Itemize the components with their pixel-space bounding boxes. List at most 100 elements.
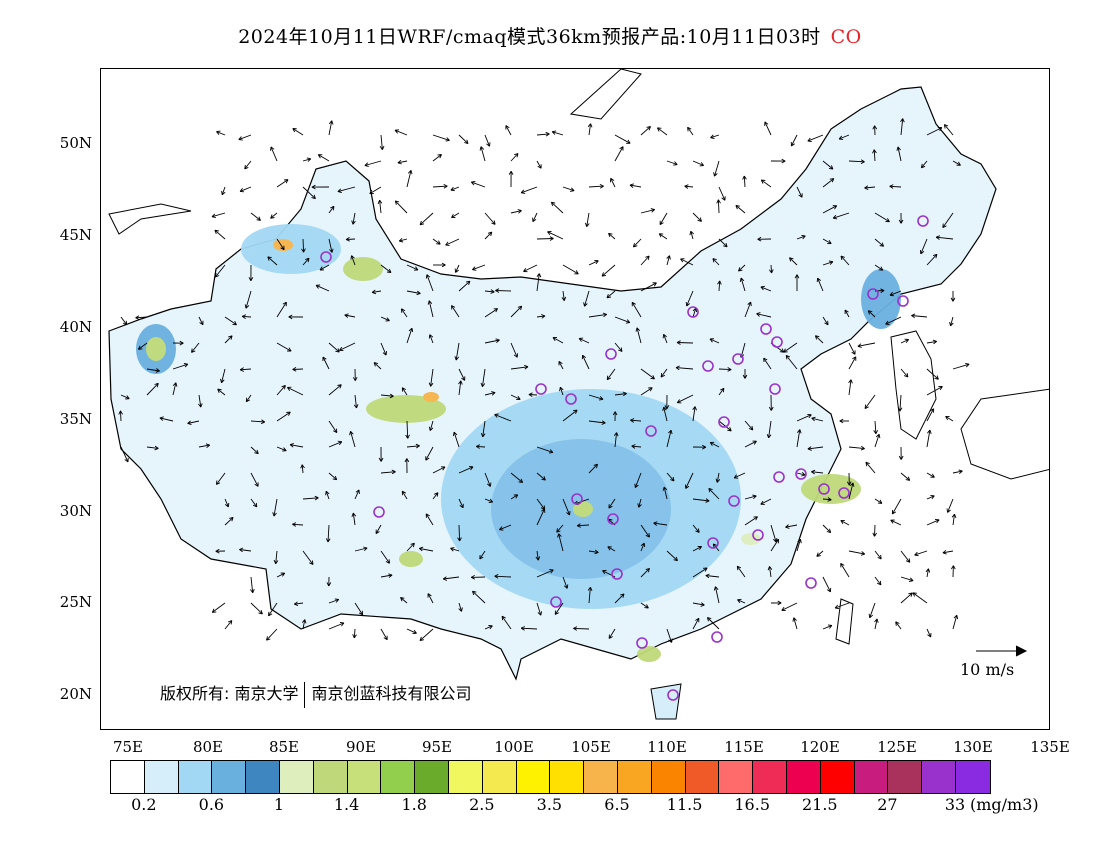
- wind-arrow: [692, 524, 700, 533]
- wind-arrow: [191, 342, 200, 353]
- wind-arrow: [267, 256, 278, 266]
- wind-arrow: [325, 524, 331, 543]
- wind-arrow: [608, 232, 616, 240]
- wind-arrow: [744, 420, 754, 431]
- wind-arrow: [328, 205, 335, 214]
- wind-arrow: [766, 420, 772, 439]
- wind-arrow: [523, 264, 538, 273]
- legend-swatch: [313, 761, 348, 793]
- pollutant-label: CO: [830, 26, 862, 48]
- wind-arrow: [276, 411, 291, 422]
- city-marker: [565, 393, 577, 405]
- wind-arrow: [494, 413, 512, 422]
- wind-arrow: [814, 335, 824, 344]
- wind-arrow: [352, 368, 358, 381]
- wind-arrow: [588, 259, 599, 266]
- wind-arrow: [419, 546, 434, 552]
- wind-arrow: [951, 513, 957, 526]
- wind-arrow: [211, 602, 226, 613]
- wind-arrow: [838, 134, 850, 140]
- wind-arrow: [536, 602, 543, 616]
- wind-arrow: [874, 433, 881, 448]
- wind-arrow: [822, 160, 834, 170]
- legend-label: 27: [877, 795, 898, 814]
- wind-arrow: [757, 236, 772, 242]
- legend-swatch: [144, 761, 179, 793]
- city-marker: [752, 529, 764, 541]
- wind-arrow: [406, 628, 417, 635]
- wind-arrow: [640, 542, 646, 552]
- wind-arrow: [885, 316, 902, 325]
- wind-arrow: [224, 498, 230, 508]
- wind-arrow: [926, 368, 939, 380]
- legend-swatch: [922, 761, 956, 793]
- wind-arrow: [301, 238, 306, 253]
- wind-arrow: [613, 432, 619, 448]
- wind-arrow: [146, 382, 159, 396]
- wind-arrow: [713, 160, 720, 177]
- wind-arrow: [479, 550, 486, 560]
- wind-arrow: [796, 234, 806, 240]
- wind-arrow: [344, 313, 356, 318]
- wind-arrow: [811, 416, 824, 422]
- wind-arrow: [375, 524, 382, 534]
- lat-label-30n: 30N: [59, 502, 92, 520]
- wind-arrow: [510, 342, 519, 358]
- wind-arrow: [744, 301, 752, 318]
- city-marker: [571, 493, 583, 505]
- wind-arrow: [685, 472, 694, 489]
- wind-arrow: [873, 420, 879, 435]
- wind-arrow: [662, 406, 668, 422]
- wind-arrow: [716, 199, 721, 214]
- wind-arrow: [250, 498, 258, 508]
- wind-arrow: [562, 498, 571, 516]
- lon-label-85e: 85E: [268, 738, 300, 756]
- wind-arrow: [926, 628, 932, 638]
- wind-arrow: [480, 368, 486, 387]
- wind-arrow: [573, 626, 590, 631]
- wind-arrow: [419, 628, 434, 642]
- wind-arrow: [662, 333, 668, 344]
- wind-arrow: [536, 569, 554, 578]
- wind-arrow: [221, 186, 226, 196]
- wind-arrow: [710, 134, 720, 139]
- wind-arrow: [583, 290, 590, 307]
- wind-arrow: [484, 625, 493, 630]
- wind-arrow: [822, 178, 835, 188]
- legend-label: 0.2: [131, 795, 157, 814]
- wind-arrow: [608, 628, 616, 639]
- wind-arrow: [520, 186, 538, 194]
- wind-arrow: [214, 229, 226, 240]
- wind-arrow: [735, 204, 746, 214]
- wind-arrow: [796, 471, 806, 477]
- wind-arrow: [919, 238, 928, 255]
- wind-arrow: [120, 394, 130, 400]
- wind-arrow: [239, 367, 252, 372]
- wind-arrow: [900, 592, 913, 604]
- wind-arrow: [706, 617, 720, 630]
- wind-arrow: [659, 212, 668, 225]
- wind-arrow: [684, 184, 694, 189]
- copyright-left: 版权所有: 南京大学: [160, 684, 299, 703]
- wind-arrow: [458, 380, 463, 396]
- wind-arrow: [630, 418, 642, 423]
- wind-arrow: [328, 440, 343, 448]
- wind-arrow: [328, 598, 340, 604]
- city-marker: [535, 383, 547, 395]
- wind-arrow: [744, 440, 757, 448]
- wind-arrow: [848, 356, 857, 370]
- wind-arrow: [454, 264, 460, 273]
- wind-arrow: [790, 134, 798, 147]
- wind-arrow: [770, 158, 786, 164]
- city-marker: [320, 251, 332, 263]
- wind-arrow: [354, 602, 364, 616]
- wind-arrow: [536, 236, 554, 241]
- wind-arrow: [656, 127, 668, 136]
- wind-arrow: [245, 394, 252, 403]
- wind-arrow: [606, 290, 616, 299]
- wind-arrow: [601, 264, 616, 277]
- wind-arrow: [708, 487, 720, 500]
- legend-label: 0.6: [198, 795, 225, 814]
- lat-label-45n: 45N: [59, 226, 92, 244]
- wind-arrow: [588, 394, 604, 401]
